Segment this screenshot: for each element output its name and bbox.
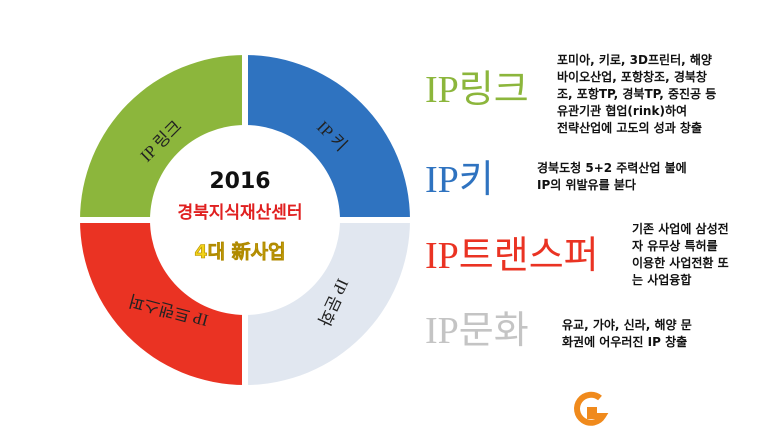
item-desc: 바이오산업, 포항창조, 경북창 bbox=[557, 69, 707, 84]
item-title: IP트랜스퍼 bbox=[425, 235, 599, 277]
quadrant-transfer bbox=[80, 220, 245, 385]
item-desc: 경북도청 5+2 주력산업 불에 bbox=[537, 160, 687, 175]
item-desc: 화권에 어우러진 IP 창출 bbox=[562, 334, 687, 349]
item-desc: 전략산업에 고도의 성과 창출 bbox=[557, 120, 702, 135]
item-desc: IP의 위발유를 붇다 bbox=[537, 177, 636, 192]
item-title: IP링크 bbox=[425, 69, 529, 111]
item-desc: 기존 사업에 삼성전 bbox=[632, 221, 729, 236]
center-subtitle: 4대 新사업 bbox=[194, 240, 285, 263]
item-desc: 이용한 사업전환 또 bbox=[632, 255, 729, 270]
item-title: IP키 bbox=[425, 159, 494, 201]
center-year: 2016 bbox=[209, 169, 270, 194]
center-org: 경북지식재산센터 bbox=[177, 203, 302, 223]
item-desc: 는 사업융합 bbox=[632, 272, 691, 287]
item-desc: 포미아, 키로, 3D프린터, 해양 bbox=[557, 52, 712, 67]
donut bbox=[75, 50, 415, 390]
item-desc: 자 유무상 특허를 bbox=[632, 238, 718, 253]
quadrant-key bbox=[245, 55, 410, 220]
quadrant-link bbox=[80, 55, 245, 220]
item-desc: 유관기관 협업(rink)하여 bbox=[557, 103, 687, 118]
logo bbox=[574, 391, 609, 426]
quadrant-culture bbox=[245, 220, 410, 385]
item-desc: 조, 포항TP, 경북TP, 중진공 등 bbox=[557, 86, 716, 101]
item-title: IP문화 bbox=[425, 310, 529, 352]
item-desc: 유교, 가야, 신라, 해양 문 bbox=[562, 317, 692, 332]
